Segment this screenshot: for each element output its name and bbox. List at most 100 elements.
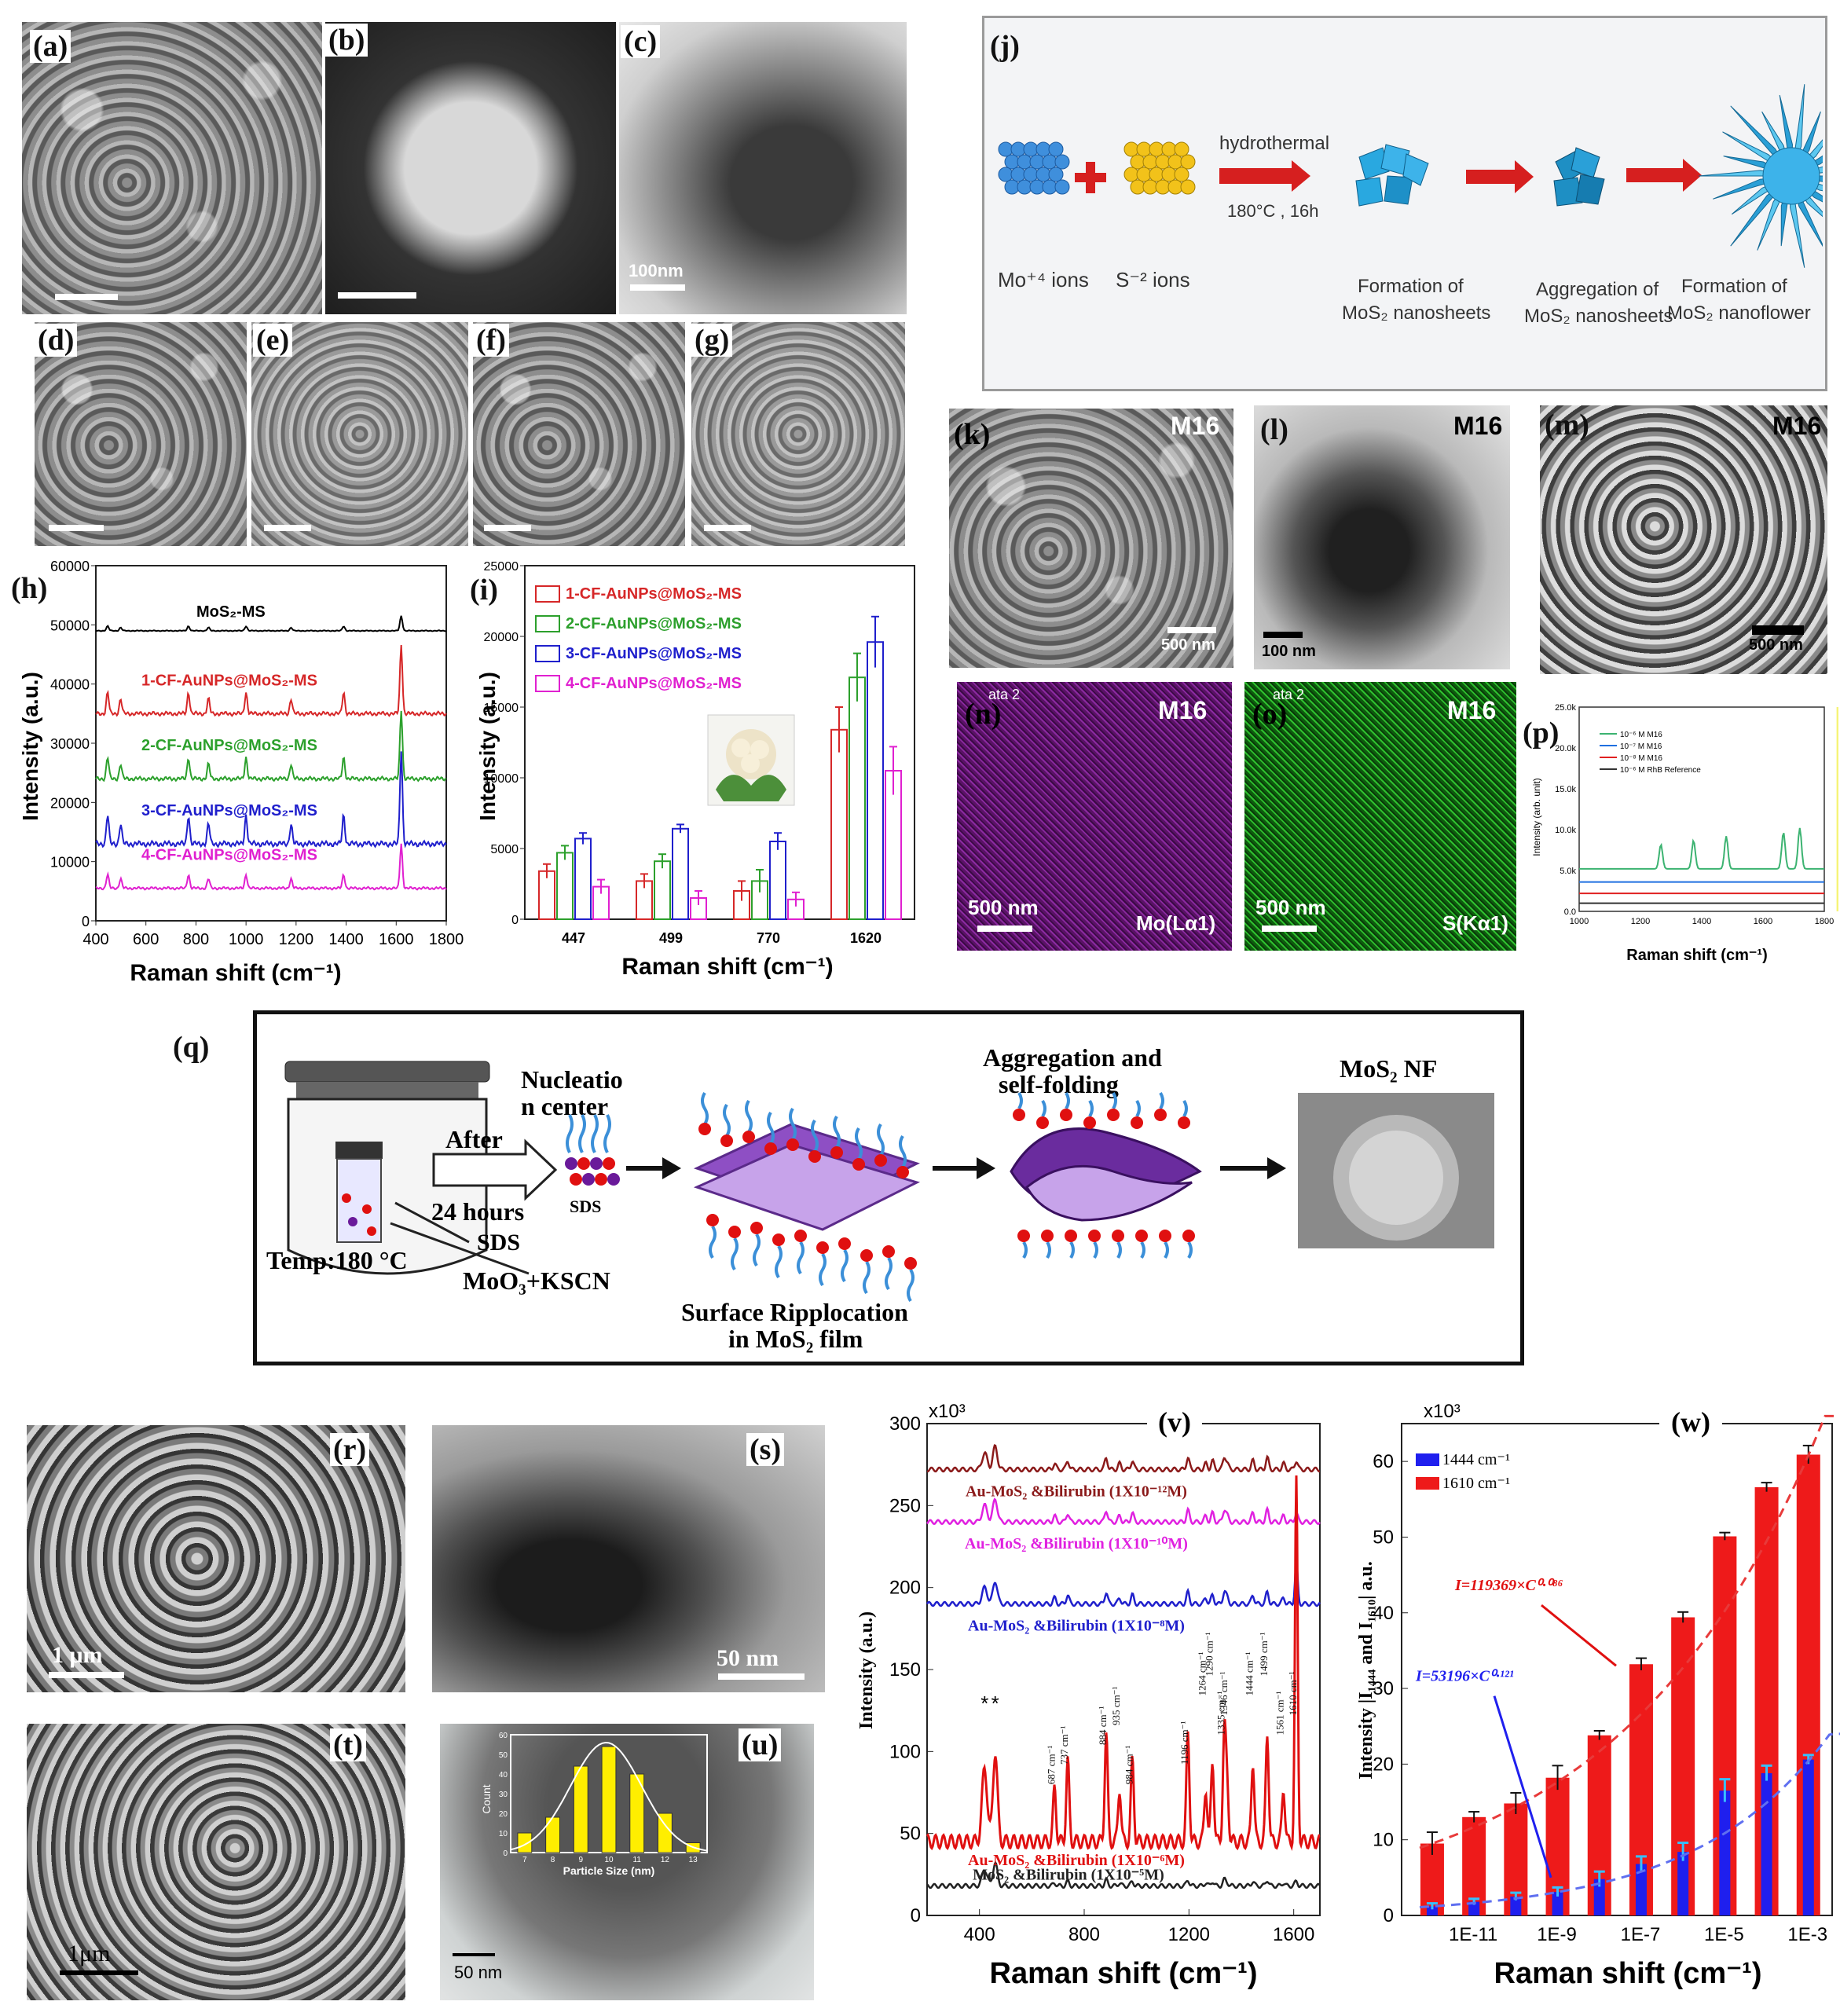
y-tick-label: 0 [911,1905,921,1926]
legend-label: 2-CF-AuNPs@MoS₂-MS [566,615,742,632]
series-label: Au-MoS₂ &Bilirubin (1X10⁻⁸M) [968,1618,1185,1635]
panel-label-g: (g) [691,324,733,357]
s-ion [1167,154,1183,170]
mo-ion [1054,179,1070,195]
x-tick-label: 1800 [429,931,464,948]
sds-tail [855,1127,863,1161]
sds-tail [578,1114,586,1153]
peak-label: 1335 cm⁻¹ [1215,1691,1226,1735]
step3-line1: Formation of [1681,276,1787,297]
panel-label-j: (j) [990,30,1020,63]
sds-tail [1088,1099,1094,1118]
head-group [786,1138,799,1151]
x-tick-label: 1200 [1168,1924,1210,1945]
series-label: Au-MoS₂ &Bilirubin (1X10⁻¹²M) [966,1483,1187,1500]
x-tick-label: 1E-9 [1537,1924,1577,1945]
legend-label: 3-CF-AuNPs@MoS₂-MS [566,645,742,662]
sds-tail [1022,1241,1028,1259]
sem-image-a [22,22,322,314]
scale-label-o: 500 nm [1255,896,1326,919]
y-tick-label: 150 [889,1659,921,1681]
peak-label: 1610 cm⁻¹ [1287,1671,1299,1715]
series-label: 2-CF-AuNPs@MoS₂-MS [141,737,317,754]
panel-label-p: (p) [1523,717,1560,750]
bar [830,728,848,920]
sds-tail [833,1115,841,1149]
sem-image-b [325,22,616,314]
sds-tail [591,1114,599,1153]
autoclave-icon [284,1061,490,1275]
y-tick-label: 0.0 [1564,907,1576,917]
legend-label: 1-CF-AuNPs@MoS₂-MS [566,585,742,603]
chart-p-ylabel: Intensity (arb. unit) [1531,778,1542,856]
tag-n: M16 [1158,696,1208,724]
sds-label-2: SDS [570,1197,601,1216]
step3-line2: MoS₂ nanoflower [1667,302,1811,324]
legend-swatch [535,615,560,632]
panel-label-q: (q) [173,1031,210,1064]
bar-1444 [1510,1896,1522,1915]
y-tick-label: 30000 [50,736,90,752]
sds-tail [907,1268,915,1303]
sds-tail [1041,1099,1046,1118]
x-tick-label: 1E-7 [1621,1924,1661,1945]
scale-bar-u [453,1953,495,1956]
s-ion [1142,179,1158,195]
nucleus [582,1173,595,1186]
s-ions-label: S⁻² ions [1116,268,1190,291]
x-tick-label: 1E-5 [1704,1924,1744,1945]
sds-tail [1112,1091,1117,1110]
legend-label: 1610 cm⁻¹ [1442,1475,1510,1492]
y-tick-label: 10 [499,1830,508,1838]
s-ion [1161,167,1177,182]
sem-image-d [35,322,247,546]
corner-label-n: ata 2 [988,687,1021,702]
s-ion [1180,154,1196,170]
series-line [95,843,447,891]
chart-i-xlabel: Raman shift (cm⁻¹) [621,954,833,980]
panel-label-t: (t) [330,1728,366,1761]
y-tick-label: 40000 [50,677,90,693]
legend-label: 10⁻⁸ M M16 [1620,754,1662,763]
fit-curve-1444 [1419,1732,1840,1908]
bar-1444 [1802,1759,1814,1915]
series-line [95,710,447,783]
plus-icon [1075,162,1106,193]
scale-label-s: 50 nm [717,1645,779,1671]
s-ion [1136,141,1152,157]
sds-tail [723,1103,731,1138]
chart-w-ylabel: Intensity |I₁₄₄₄ and I₁₆₁₀| a.u. [1356,1561,1376,1780]
tag-l: M16 [1453,412,1503,440]
s-ion [1123,167,1139,182]
x-tick-label: 1600 [1273,1924,1314,1945]
x-tick-label: 1600 [1754,917,1772,926]
step1-line2: MoS₂ nanosheets [1342,302,1490,324]
step2-line1: Aggregation of [1536,279,1659,300]
sds-tail [1069,1241,1075,1259]
y-tick-label: 0 [511,914,519,927]
y-tick-label: 0 [503,1849,508,1858]
fit-curve [510,1741,708,1852]
arrow-icon [1220,1157,1286,1179]
head-group [750,1222,763,1234]
y-tick-label: 40 [499,1771,508,1780]
x-tick-label: 13 [689,1856,698,1864]
reagents-label: MoO₃+KSCN [463,1266,610,1295]
scale-label-k: 500 nm [1161,636,1215,654]
panel-label-i: (i) [467,574,501,607]
series-label: 3-CF-AuNPs@MoS₂-MS [141,802,317,819]
s-ion [1180,179,1196,195]
chart-w-xlabel: Raman shift (cm⁻¹) [1494,1957,1762,1990]
sds-tail [1065,1091,1070,1110]
bar [538,870,555,920]
bar-1444 [1426,1906,1438,1915]
highlight-band [1836,707,1838,911]
sds-tail [731,1237,739,1271]
x-tick-label: 800 [1068,1924,1100,1945]
mo-ion [1023,141,1039,157]
arrow-icon [1466,160,1534,193]
y-tick-label: 20000 [484,631,519,644]
head-group [852,1158,865,1171]
x-tick-label: 1800 [1815,917,1834,926]
panel-label-n: (n) [965,698,1002,731]
